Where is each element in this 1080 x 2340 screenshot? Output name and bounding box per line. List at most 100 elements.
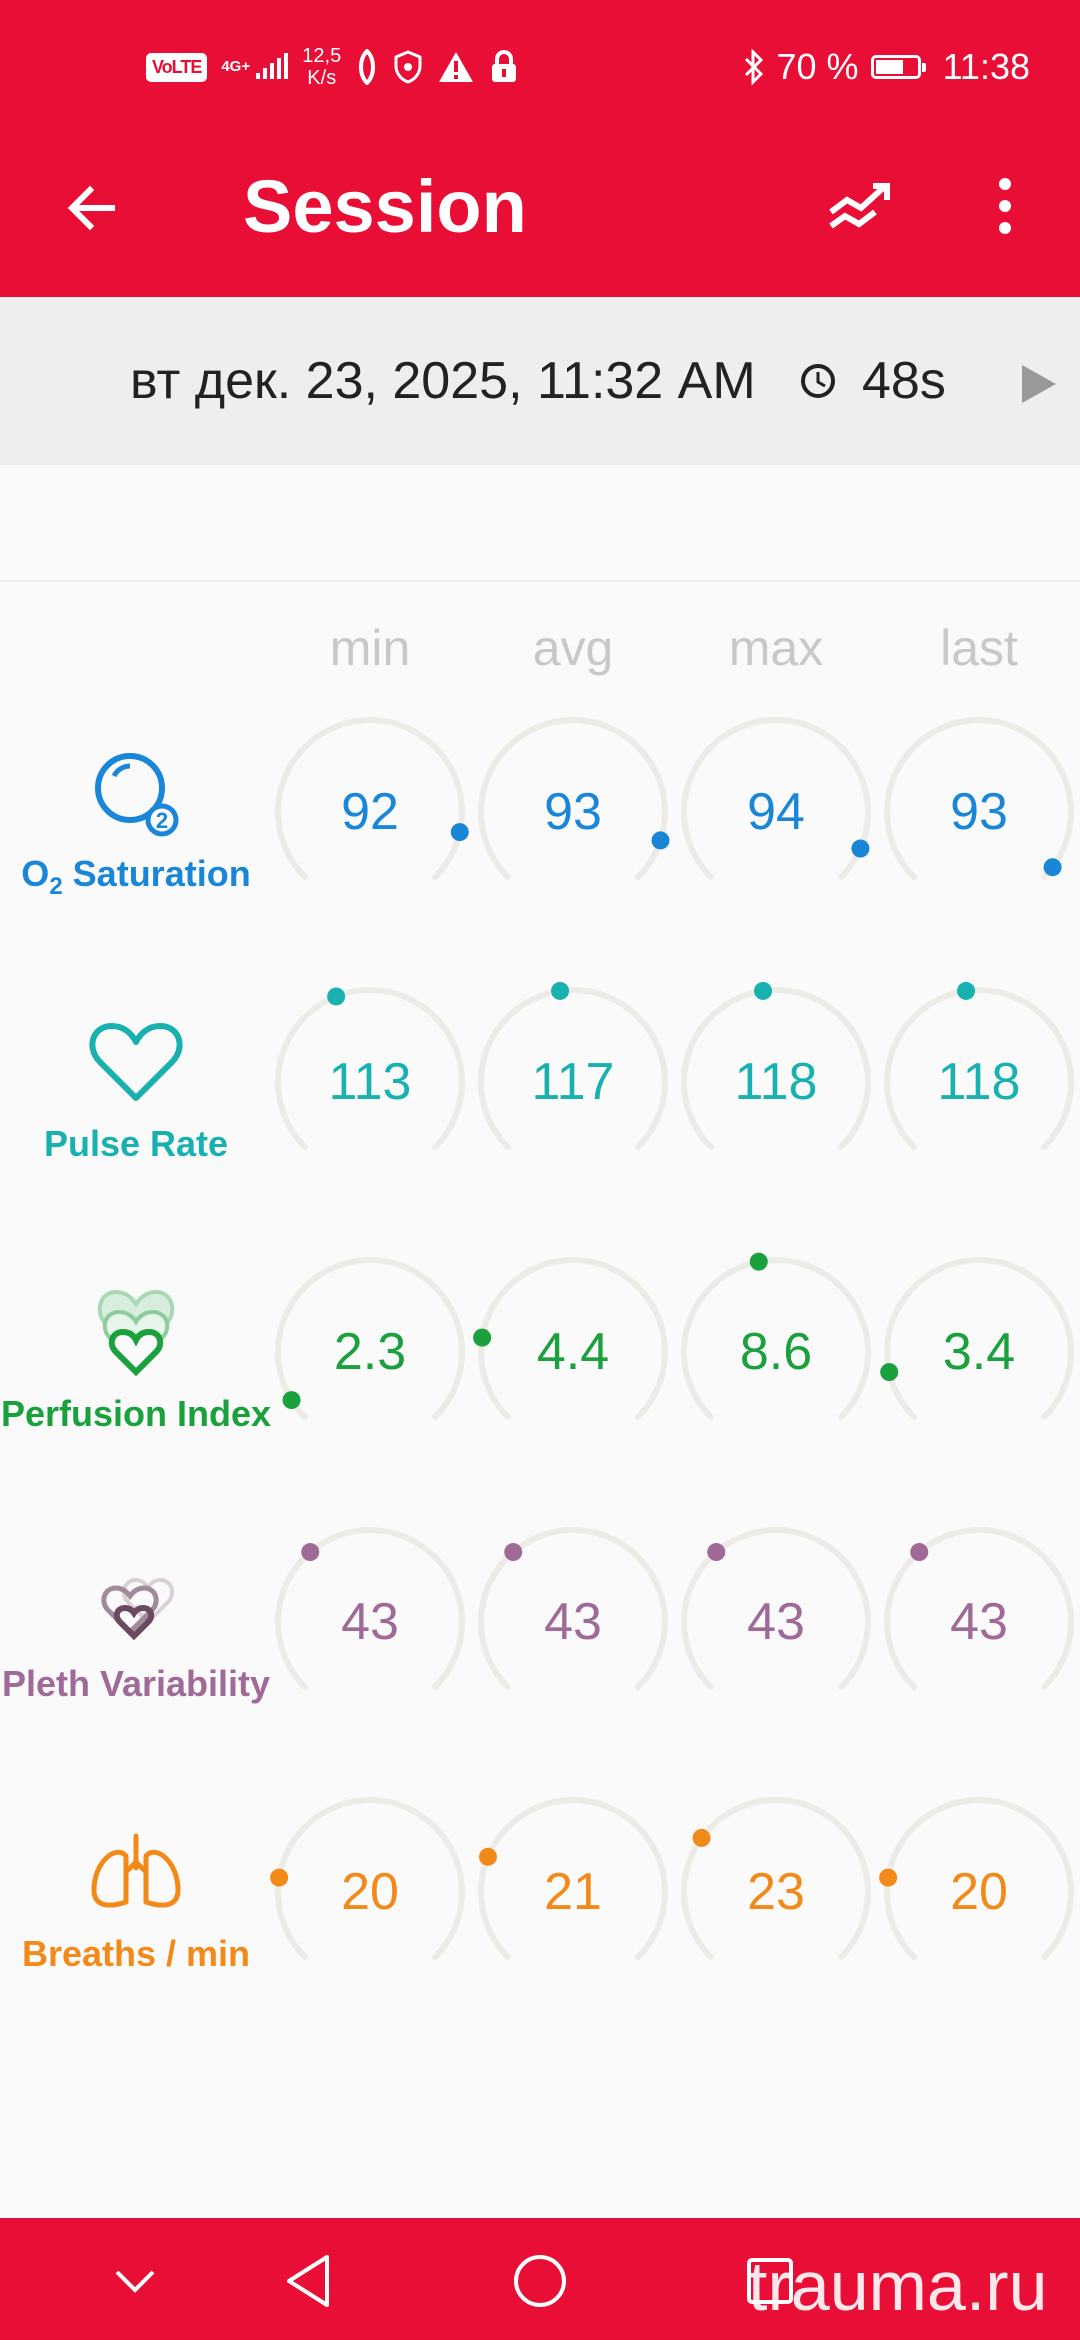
- gauge-value: 43: [341, 1593, 399, 1651]
- battery-icon: [870, 55, 926, 79]
- battery-percent: 70 %: [776, 46, 859, 87]
- gauge-value: 93: [950, 783, 1008, 841]
- nav-home-button[interactable]: [505, 2246, 575, 2316]
- gauge-track: [275, 1797, 465, 1961]
- gauge-indicator-dot: [651, 831, 670, 850]
- status-left: VoLTE 4G+ 12,5 K/s: [146, 40, 519, 94]
- svg-text:2: 2: [156, 808, 168, 833]
- metric-label-breaths: Breaths / min: [0, 1792, 272, 2062]
- speed-unit: K/s: [307, 67, 337, 89]
- network-signal-icon: 4G+: [221, 53, 289, 81]
- gauge-value: 4.4: [536, 1323, 610, 1381]
- metric-name-perfusion: Perfusion Index: [0, 1393, 272, 1434]
- gauge-track: [478, 987, 668, 1151]
- clock-icon: [801, 364, 835, 398]
- gauge-indicator-dot: [879, 1868, 898, 1887]
- gauge-indicator-dot: [301, 1543, 320, 1562]
- gauge-indicator-dot: [1043, 858, 1062, 877]
- column-header-avg: avg: [532, 620, 614, 676]
- lock-icon: [492, 50, 517, 82]
- volte-icon: VoLTE: [146, 52, 208, 82]
- gauge-indicator-dot: [749, 1252, 768, 1271]
- gauge-indicator-dot: [551, 982, 570, 1000]
- gauge-track: [478, 1257, 668, 1421]
- metric-label-pulse: Pulse Rate: [0, 982, 272, 1252]
- o2-label-rest: Saturation: [62, 853, 251, 894]
- gauge-track: [884, 1527, 1074, 1691]
- compare-trend-button[interactable]: [820, 166, 910, 246]
- play-button[interactable]: [1012, 359, 1062, 409]
- gauge-indicator-dot: [450, 823, 469, 842]
- status-right: 70 % 11:38: [743, 40, 1030, 94]
- gauge-o2-avg: 93: [473, 712, 673, 912]
- gauge-track: [884, 1257, 1074, 1421]
- metric-name-breaths: Breaths / min: [21, 1933, 251, 1974]
- warning-icon: [439, 52, 474, 82]
- bluetooth-icon: [744, 49, 763, 85]
- gauge-track: [884, 717, 1074, 881]
- gauge-value: 113: [328, 1053, 412, 1111]
- gauge-value: 43: [950, 1593, 1008, 1651]
- gauge-pleth-avg: 43: [473, 1522, 673, 1722]
- gauge-value: 21: [544, 1863, 602, 1921]
- metric-label-pleth: Pleth Variability: [0, 1522, 272, 1792]
- gauge-indicator-dot: [504, 1543, 523, 1562]
- gauge-indicator-dot: [327, 987, 346, 1006]
- nav-home-icon: [514, 2255, 566, 2307]
- notification-app-icon: [359, 49, 376, 85]
- o2-bubble-icon: 2: [95, 753, 179, 837]
- gauge-value: 93: [544, 783, 602, 841]
- gauge-track: [275, 1257, 465, 1421]
- more-options-button[interactable]: [975, 166, 1035, 246]
- gauge-track: [275, 1527, 465, 1691]
- gauge-value: 8.6: [739, 1323, 813, 1381]
- clock-time: 11:38: [942, 46, 1030, 87]
- speed-value: 12,5: [302, 45, 342, 67]
- gauge-o2-max: 94: [676, 712, 876, 912]
- gauge-breaths-min: 20: [270, 1792, 470, 1992]
- section-divider: [0, 580, 1080, 582]
- gauge-track: [478, 1797, 668, 1961]
- arrow-back-icon: [67, 185, 115, 231]
- gauge-indicator-dot: [754, 982, 773, 1000]
- gauge-o2-min: 92: [270, 712, 470, 912]
- nav-back-button[interactable]: [273, 2246, 343, 2316]
- gauge-value: 20: [950, 1863, 1008, 1921]
- gauge-indicator-dot: [692, 1828, 711, 1847]
- gauge-value: 118: [937, 1053, 1021, 1111]
- metric-label-perfusion: Perfusion Index: [0, 1252, 272, 1522]
- nav-back-icon: [287, 2255, 329, 2307]
- column-header-min: min: [329, 620, 411, 676]
- chevron-down-icon: [115, 2270, 155, 2293]
- status-bar: VoLTE 4G+ 12,5 K/s: [0, 0, 1080, 130]
- gauge-indicator-dot: [910, 1543, 929, 1562]
- gauge-pulse-last: 118: [879, 982, 1079, 1182]
- more-vert-icon: [999, 178, 1011, 234]
- metric-label-o2: 2 O2 Saturation: [0, 712, 272, 982]
- metric-name-pleth: Pleth Variability: [1, 1663, 271, 1704]
- metric-row-pleth: Pleth Variability 43 43 43 43: [0, 1522, 1080, 1792]
- gauge-value: 118: [734, 1053, 818, 1111]
- gauge-track: [884, 1797, 1074, 1961]
- gauge-breaths-last: 20: [879, 1792, 1079, 1992]
- metric-name-pulse: Pulse Rate: [43, 1123, 229, 1164]
- session-date: вт дек. 23, 2025, 11:32 AM: [130, 352, 756, 410]
- gauge-perfusion-last: 3.4: [879, 1252, 1079, 1452]
- gauge-pleth-last: 43: [879, 1522, 1079, 1722]
- gauge-indicator-dot: [957, 982, 976, 1000]
- metric-name-o2: O2 Saturation: [0, 852, 272, 909]
- back-button[interactable]: [52, 168, 132, 248]
- gauge-track: [681, 1257, 871, 1421]
- gauge-value: 117: [531, 1053, 615, 1111]
- metric-row-pulse: Pulse Rate 113 117 118 118: [0, 982, 1080, 1252]
- gauge-pulse-min: 113: [270, 982, 470, 1182]
- gauge-indicator-dot: [880, 1363, 899, 1382]
- gauge-track: [478, 1527, 668, 1691]
- metric-row-perfusion: Perfusion Index 2.3 4.4 8.6 3.4: [0, 1252, 1080, 1522]
- gauge-value: 23: [747, 1863, 805, 1921]
- nav-recents-button[interactable]: [735, 2246, 805, 2316]
- gauge-value: 94: [747, 783, 805, 841]
- gauge-perfusion-min: 2.3: [270, 1252, 470, 1452]
- nav-hide-button[interactable]: [100, 2246, 170, 2316]
- gauge-value: 2.3: [333, 1323, 407, 1381]
